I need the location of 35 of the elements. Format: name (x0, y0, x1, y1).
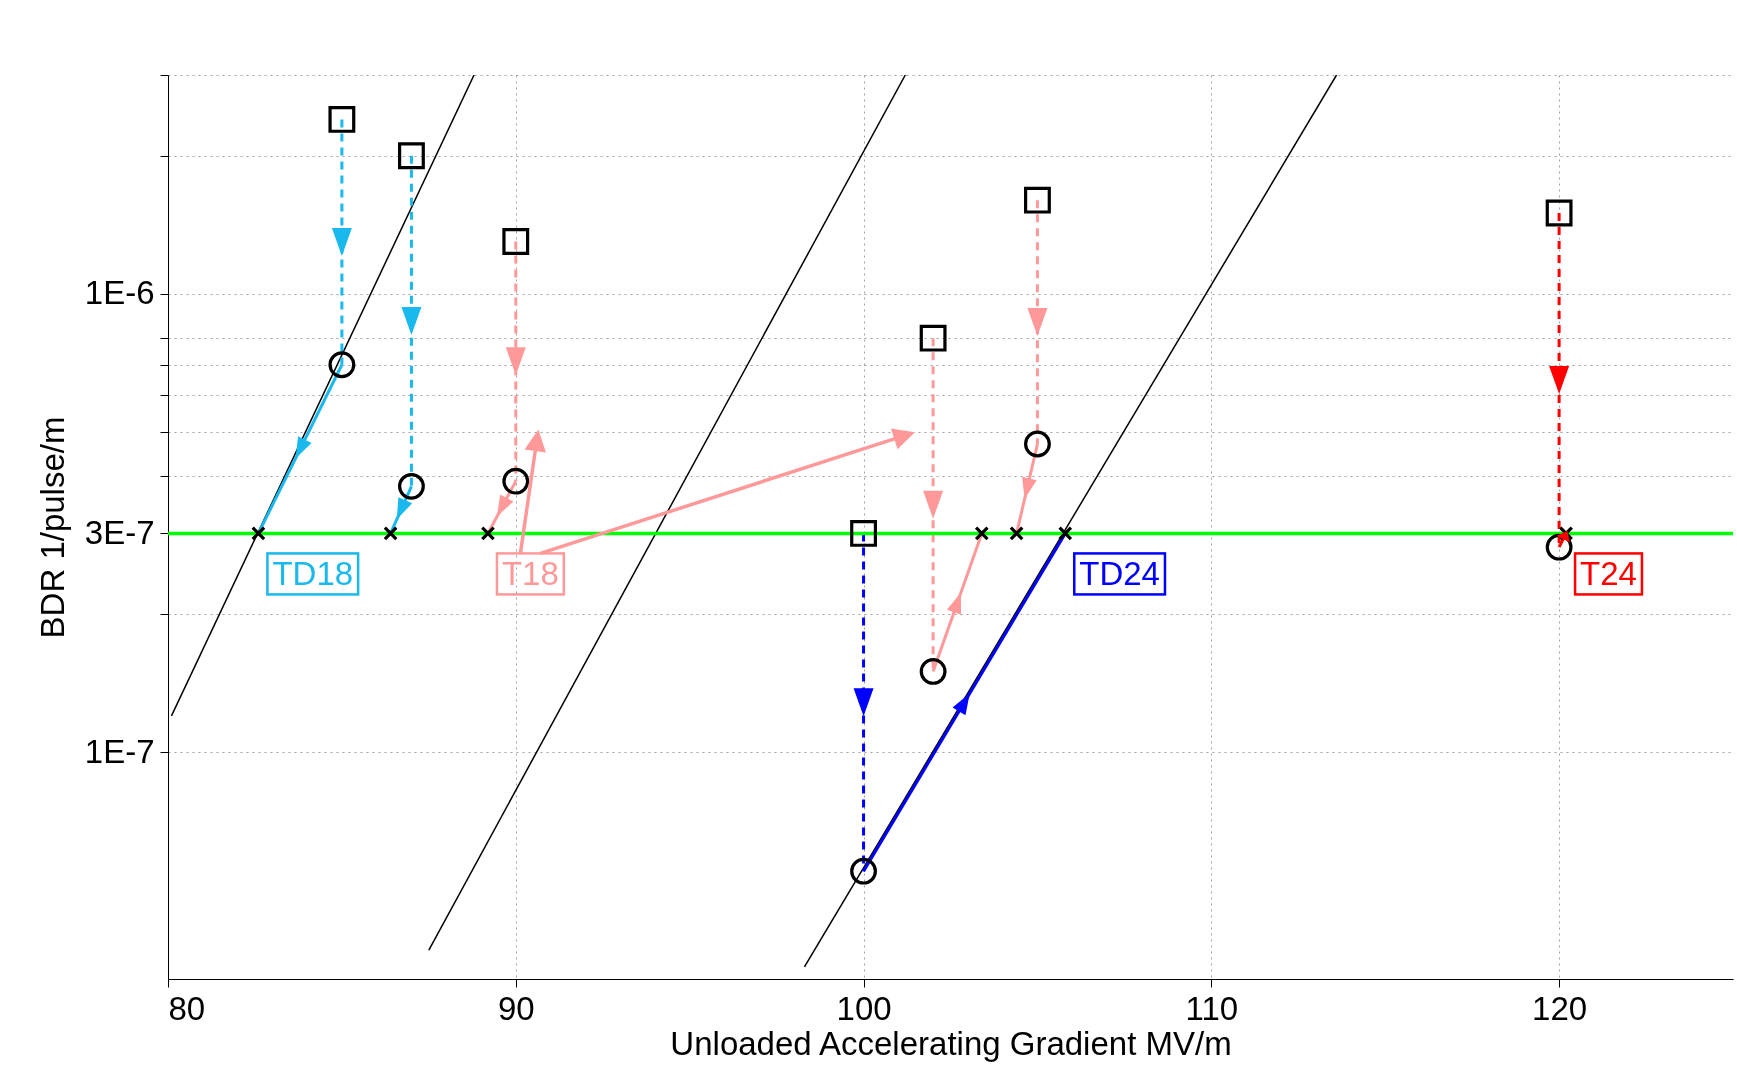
point (502, 467, 530, 495)
y-tick-label: 1E-6 (84, 274, 155, 312)
x-tick-label: 90 (497, 989, 535, 1027)
y-tick-label: 3E-7 (84, 513, 155, 551)
point (398, 472, 425, 500)
x-tick-label: 100 (836, 989, 892, 1027)
point (328, 105, 356, 133)
point (850, 519, 877, 547)
point (480, 526, 496, 541)
point (251, 526, 266, 541)
series-label: TD24 (1079, 555, 1160, 593)
point (502, 228, 530, 255)
point (919, 658, 947, 685)
y-axis-title: BDR 1/pulse/m (33, 416, 71, 639)
point (1545, 199, 1573, 227)
point (1057, 526, 1073, 541)
y-tick-label: 1E-7 (84, 732, 155, 770)
point (1024, 430, 1051, 458)
legend-label: T18 (501, 555, 559, 593)
x-axis-title: Unloaded Accelerating Gradient MV/m (670, 1024, 1232, 1062)
point (919, 324, 947, 352)
x-tick-label: 110 (1185, 989, 1239, 1027)
point (1545, 533, 1573, 561)
point (850, 857, 877, 885)
x-tick-label: 120 (1532, 989, 1588, 1027)
x-tick-label: 80 (168, 989, 206, 1027)
point (1024, 186, 1051, 214)
point (398, 142, 425, 170)
series-label: T24 (1580, 555, 1637, 593)
series-label: TD18 (272, 555, 354, 593)
point (1009, 526, 1024, 541)
point (1558, 526, 1574, 541)
point (328, 351, 356, 379)
point (383, 526, 398, 541)
point (974, 526, 990, 541)
